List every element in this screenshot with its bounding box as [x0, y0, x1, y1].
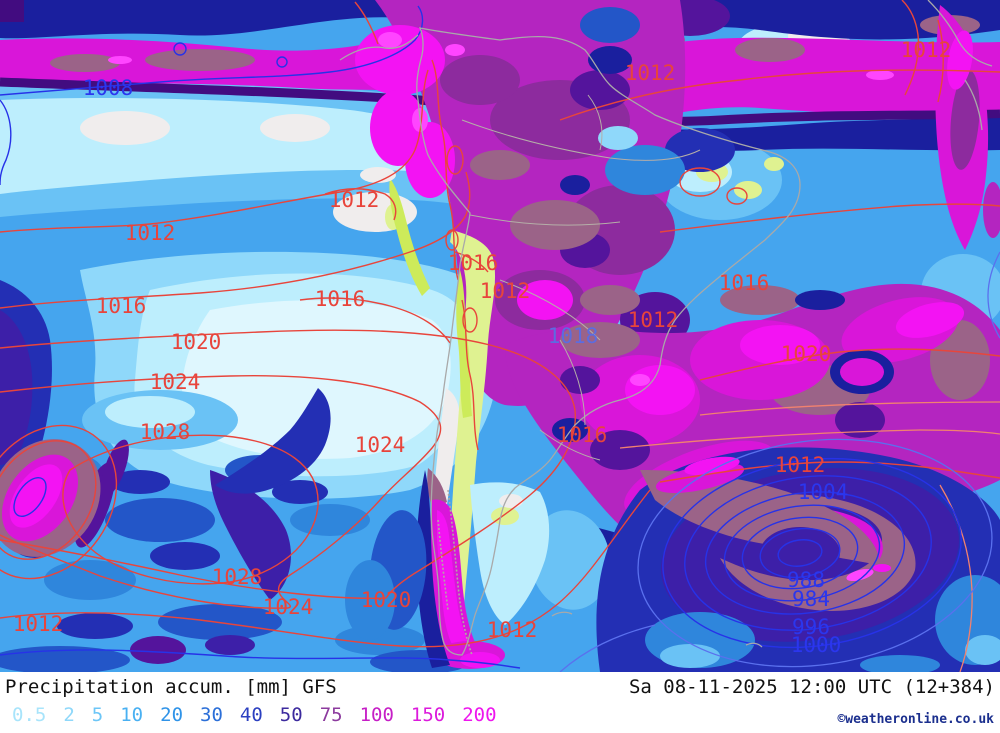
isobar-label: 1020 — [781, 342, 832, 366]
isobar-label: 1024 — [150, 370, 201, 394]
legend-value: 5 — [91, 704, 104, 726]
isobar-label: 1016 — [315, 287, 366, 311]
legend-value: 0.5 — [12, 704, 47, 726]
isobar-label: 1012 — [480, 279, 531, 303]
isobar-label: 1012 — [329, 188, 380, 212]
isobar-label: 1016 — [719, 271, 770, 295]
isobar-label: 1024 — [355, 433, 406, 457]
isobar-label: 1012 — [901, 38, 952, 62]
copyright-link[interactable]: ©weatheronline.co.uk — [837, 712, 994, 727]
isobar-label: 1012 — [487, 618, 538, 642]
map-datetime: Sa 08-11-2025 12:00 UTC (12+384) — [628, 676, 995, 698]
legend-value: 100 — [359, 704, 394, 726]
legend-value: 150 — [410, 704, 446, 726]
legend-value: 40 — [239, 704, 263, 726]
legend-scale: 0.5 2 5 10 20 30 40 50 75 100 150 200 — [12, 704, 497, 726]
isobar-label: 1004 — [798, 480, 849, 504]
isobar-label: 996 — [792, 615, 830, 639]
isobar-contours-blue — [0, 5, 1000, 672]
isobar-label: 1012 — [775, 453, 826, 477]
coastlines — [339, 0, 993, 656]
isobar-label: 1028 — [212, 565, 263, 589]
isobar-label: 1012 — [628, 308, 679, 332]
isobar-label: 1028 — [140, 420, 191, 444]
isobar-label: 1012 — [125, 221, 176, 245]
precipitation-map: 1012101210161016102010241028101610121012… — [0, 0, 1000, 672]
isobar-label: 1016 — [557, 423, 608, 447]
isobar-label: 1016 — [448, 251, 499, 275]
isobar-label: 1012 — [13, 612, 64, 636]
isobar-label: 984 — [792, 587, 830, 611]
isobar-contours-red — [0, 0, 1000, 672]
isobar-label: 1016 — [96, 294, 147, 318]
isobar-labels: 1012101210161016102010241028101610121012… — [13, 38, 952, 657]
legend-value: 50 — [279, 704, 303, 726]
legend-value: 200 — [462, 704, 497, 726]
legend-value: 10 — [120, 704, 144, 726]
isobar-label: 1000 — [791, 633, 842, 657]
isobar-label: 1020 — [361, 588, 412, 612]
map-footer: Precipitation accum. [mm] GFS Sa 08-11-2… — [0, 672, 1000, 733]
precip-shading — [0, 0, 1000, 672]
legend-value: 2 — [63, 704, 75, 726]
legend-value: 20 — [160, 704, 184, 726]
isobar-label: 1008 — [83, 76, 134, 100]
isobar-label: 1018 — [548, 324, 599, 348]
isobar-label: 1012 — [625, 61, 676, 85]
map-title: Precipitation accum. [mm] GFS — [5, 676, 337, 698]
isobar-label: 1020 — [171, 330, 222, 354]
isobar-label: 1024 — [263, 595, 314, 619]
isobar-label: 988 — [787, 568, 825, 592]
legend-value: 30 — [200, 704, 223, 726]
legend-value: 75 — [319, 704, 343, 726]
